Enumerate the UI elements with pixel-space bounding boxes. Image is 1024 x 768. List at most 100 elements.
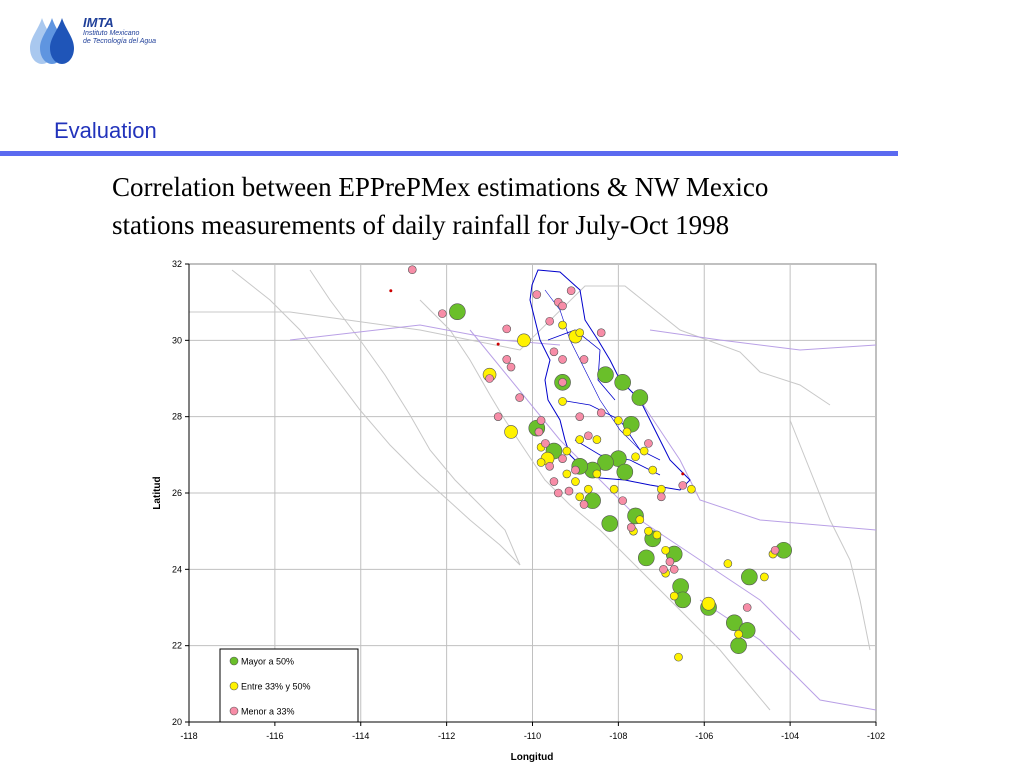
point-pink	[579, 355, 589, 364]
point-yellow	[635, 515, 645, 525]
point-pink	[644, 439, 653, 448]
point-pink	[742, 603, 752, 612]
point-yellow	[536, 458, 546, 467]
x-tick-label: -116	[266, 731, 283, 741]
point-green	[741, 568, 758, 586]
point-pink	[681, 472, 685, 476]
point-yellow	[575, 435, 585, 444]
point-pink	[571, 465, 580, 475]
x-tick-label: -104	[781, 731, 799, 741]
point-pink	[558, 301, 567, 311]
point-yellow	[701, 596, 716, 611]
point-yellow	[609, 484, 619, 494]
point-pink	[596, 328, 606, 338]
point-pink	[545, 316, 554, 326]
point-yellow	[661, 545, 670, 555]
x-tick-label: -106	[695, 731, 713, 741]
point-yellow	[622, 427, 632, 437]
legend-marker-yellow	[229, 681, 239, 691]
point-pink	[549, 347, 559, 357]
point-pink	[438, 309, 447, 318]
baja-coast-east	[309, 269, 521, 566]
slide-subtitle: Correlation between EPPrePMex estimation…	[112, 168, 1012, 244]
point-green	[726, 614, 743, 632]
y-tick-label: 20	[172, 717, 182, 727]
point-pink	[545, 461, 554, 471]
point-pink	[669, 565, 679, 574]
point-yellow	[558, 320, 567, 330]
point-yellow	[517, 333, 531, 348]
subtitle-line-1: Correlation between EPPrePMex estimation…	[112, 172, 769, 202]
point-pink	[532, 290, 542, 299]
gulf-coast	[789, 419, 871, 651]
point-pink	[618, 496, 627, 505]
point-green	[449, 303, 466, 321]
point-yellow	[760, 572, 769, 582]
x-tick-label: -112	[438, 731, 455, 741]
point-yellow	[592, 435, 602, 444]
point-pink	[575, 412, 585, 421]
point-pink	[584, 431, 593, 441]
legend-label-entre: Entre 33% y 50%	[241, 682, 311, 692]
point-yellow	[657, 484, 666, 494]
point-pink	[389, 289, 393, 293]
point-yellow	[639, 446, 649, 456]
subtitle-line-2: stations measurements of daily rainfall …	[112, 210, 730, 240]
y-tick-label: 28	[172, 412, 182, 422]
basemap	[189, 269, 877, 711]
point-yellow	[631, 452, 640, 462]
basin-subdivision-1	[547, 329, 616, 401]
x-axis-label: Longitud	[511, 752, 554, 763]
legend: Mayor a 50% Entre 33% y 50% Menor a 33%	[219, 648, 359, 723]
point-pink	[770, 545, 780, 555]
point-pink	[558, 355, 567, 364]
river-line	[544, 289, 646, 456]
point-green	[614, 374, 631, 391]
point-pink	[407, 265, 417, 275]
point-yellow	[575, 492, 585, 502]
point-yellow	[734, 629, 743, 639]
logo-line-1: Instituto Mexicano	[83, 30, 140, 37]
border-line	[189, 285, 831, 406]
legend-marker-pink	[229, 706, 239, 716]
logo-brand: IMTA	[83, 15, 114, 30]
y-axis-label: Latitud	[152, 476, 163, 509]
point-pink	[665, 557, 675, 567]
point-yellow	[644, 526, 653, 536]
point-green	[637, 549, 655, 567]
x-tick-label: -108	[609, 731, 627, 741]
state-border-4	[649, 329, 877, 351]
legend-label-menor: Menor a 33%	[241, 707, 295, 717]
point-pink	[657, 492, 666, 502]
grid	[189, 264, 876, 722]
point-pink	[564, 486, 574, 496]
point-yellow	[723, 559, 733, 568]
point-yellow	[674, 652, 683, 662]
point-yellow	[614, 416, 623, 425]
point-pink	[579, 500, 589, 509]
point-pink	[496, 342, 500, 346]
baja-coast-west	[231, 269, 521, 566]
point-green	[597, 366, 614, 383]
logo-line-2: de Tecnología del Agua	[83, 38, 157, 45]
mainland-coast	[419, 299, 771, 711]
state-border-3	[639, 399, 877, 531]
point-yellow	[571, 477, 580, 486]
point-pink	[541, 439, 550, 448]
section-title: Evaluation	[54, 118, 157, 143]
imta-logo: IMTA Instituto Mexicano de Tecnología de…	[28, 14, 188, 66]
point-pink	[536, 416, 546, 425]
y-tick-label: 24	[172, 564, 182, 574]
point-pink	[502, 324, 512, 334]
point-pink	[493, 412, 503, 421]
x-tick-label: -114	[352, 731, 369, 741]
point-green	[631, 389, 649, 406]
point-green	[597, 454, 614, 471]
point-pink	[515, 393, 524, 402]
x-tick-label: -102	[867, 731, 885, 741]
point-pink	[502, 355, 512, 364]
legend-box	[219, 648, 359, 723]
point-yellow	[584, 484, 593, 494]
point-yellow	[562, 446, 572, 456]
